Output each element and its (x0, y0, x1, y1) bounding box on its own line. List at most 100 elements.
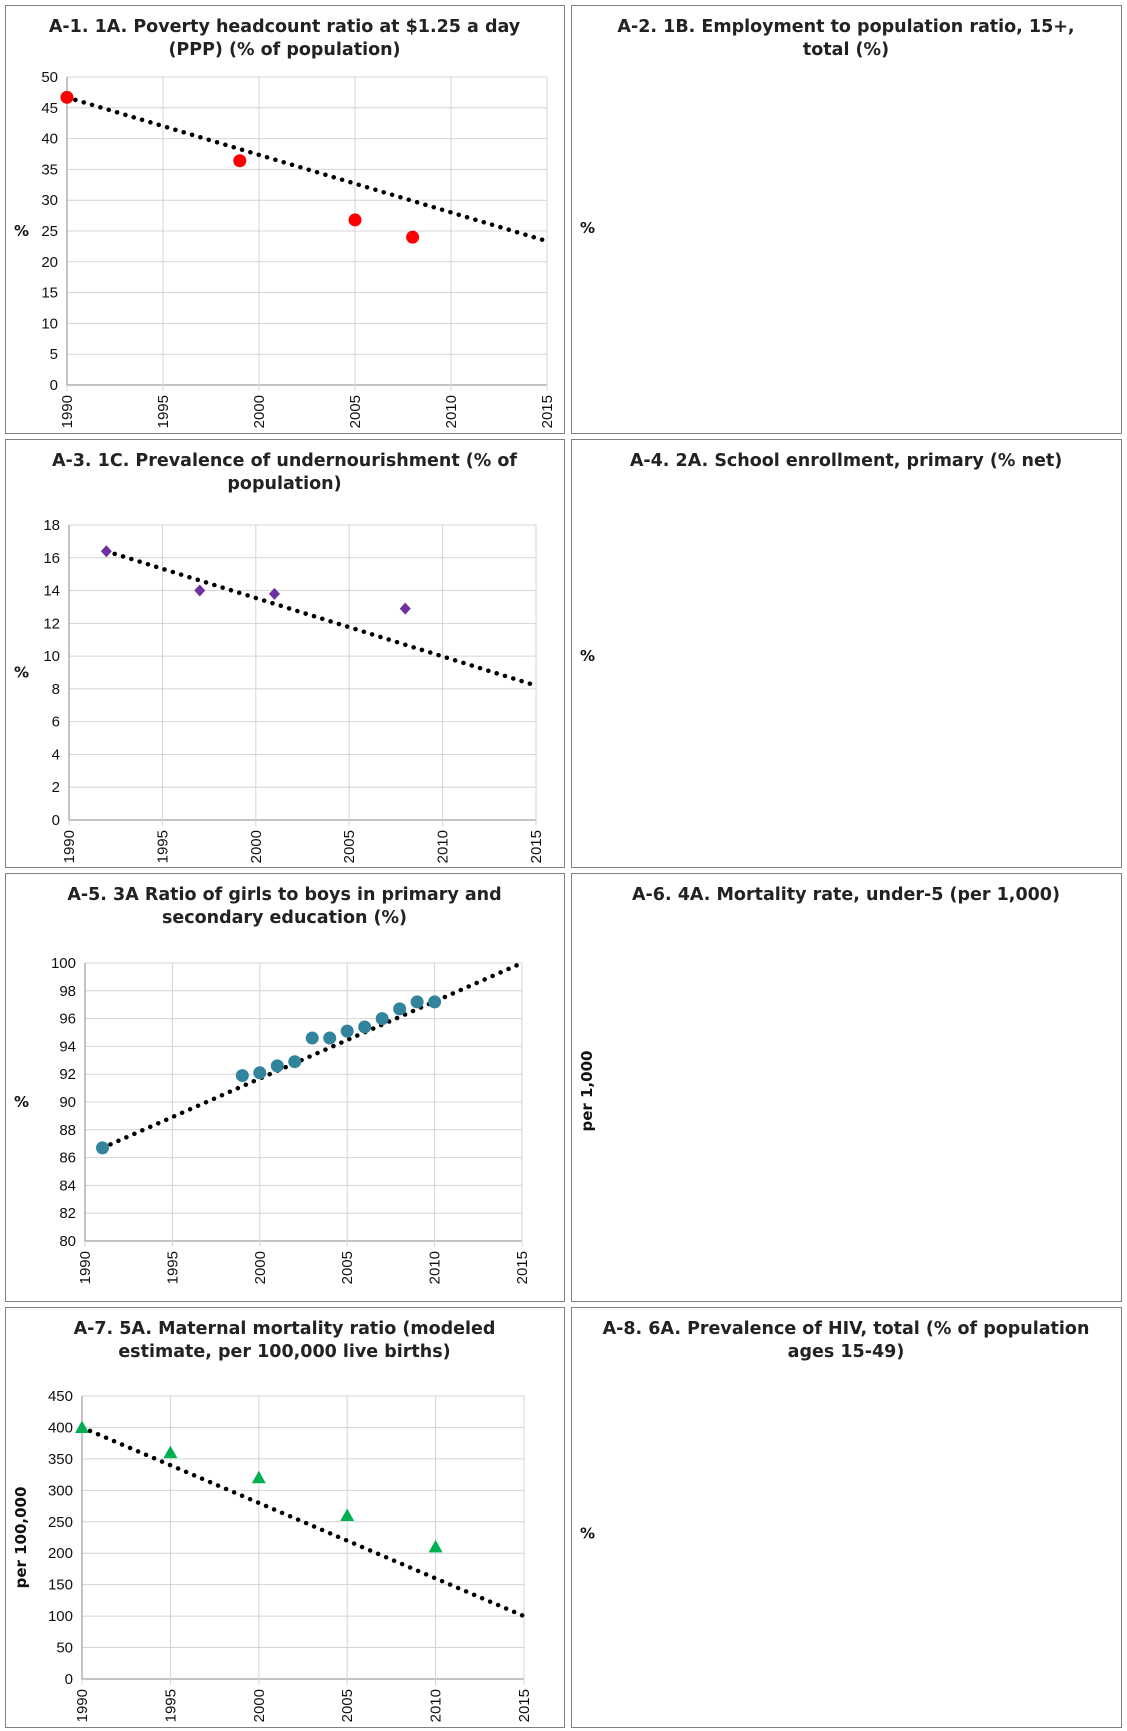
y-axis-label: per 100,000 (12, 1487, 30, 1589)
y-tick-label: 90 (59, 1094, 76, 1111)
data-point (100, 545, 112, 558)
chart-panel-a-4: A-4. 2A. School enrollment, primary (% n… (571, 439, 1122, 868)
chart-panel-a-8: A-8. 6A. Prevalence of HIV, total (% of … (571, 1307, 1122, 1728)
x-tick-label: 2015 (539, 395, 556, 428)
y-tick-label: 100 (51, 955, 76, 972)
x-tick-label: 2015 (516, 1689, 533, 1722)
y-tick-label: 30 (41, 192, 58, 209)
x-tick-label: 1990 (59, 395, 76, 428)
chart-title-line: A-3. 1C. Prevalence of undernourishment … (52, 451, 517, 471)
data-point (348, 213, 362, 227)
y-tick-label: 94 (59, 1038, 76, 1055)
y-tick-label: 300 (48, 1482, 73, 1499)
target-trend-line (79, 1425, 527, 1619)
data-point (253, 1066, 267, 1080)
y-tick-label: 10 (43, 648, 60, 665)
y-tick-label: 16 (43, 550, 60, 567)
chart-title-line: A-4. 2A. School enrollment, primary (% n… (630, 451, 1062, 471)
chart-title-line: A-6. 4A. Mortality rate, under-5 (per 1,… (632, 885, 1060, 905)
y-tick-label: 45 (41, 100, 58, 117)
x-tick-label: 1995 (164, 1251, 181, 1284)
y-tick-label: 92 (59, 1066, 76, 1083)
chart-title-line: A-1. 1A. Poverty headcount ratio at $1.2… (49, 17, 521, 37)
data-point (233, 154, 247, 168)
y-tick-label: 96 (59, 1011, 76, 1028)
chart-panel-a-1: A-1. 1A. Poverty headcount ratio at $1.2… (5, 5, 565, 434)
chart-svg: A-7. 5A. Maternal mortality ratio (model… (12, 1319, 533, 1722)
data-point (410, 995, 424, 1009)
chart-svg: A-2. 1B. Employment to population ratio,… (580, 17, 1075, 237)
chart-panel-a-3: A-3. 1C. Prevalence of undernourishment … (5, 439, 565, 868)
data-point (235, 1069, 249, 1083)
y-tick-label: 88 (59, 1122, 76, 1139)
data-point (428, 995, 442, 1009)
y-tick-label: 450 (48, 1388, 73, 1405)
y-tick-label: 35 (41, 161, 58, 178)
chart-panel-a-7: A-7. 5A. Maternal mortality ratio (model… (5, 1307, 565, 1728)
y-tick-label: 150 (48, 1577, 73, 1594)
x-tick-label: 2010 (443, 395, 460, 428)
y-axis-label: % (580, 1525, 595, 1543)
x-tick-label: 2005 (339, 1689, 356, 1722)
chart-title-line: estimate, per 100,000 live births) (118, 1342, 450, 1362)
x-tick-label: 1995 (162, 1689, 179, 1722)
y-tick-label: 80 (59, 1233, 76, 1250)
x-tick-label: 1995 (155, 395, 172, 428)
chart-title-line: A-2. 1B. Employment to population ratio,… (617, 17, 1074, 37)
y-tick-label: 40 (41, 131, 58, 148)
y-tick-label: 82 (59, 1205, 76, 1222)
data-point (251, 1470, 266, 1484)
y-tick-label: 0 (50, 377, 58, 394)
chart-svg: A-5. 3A Ratio of girls to boys in primar… (14, 885, 531, 1284)
y-tick-label: 15 (41, 285, 58, 302)
data-point (268, 587, 280, 600)
x-tick-label: 2005 (341, 830, 358, 863)
y-tick-label: 0 (52, 812, 60, 829)
y-tick-label: 25 (41, 223, 58, 240)
x-tick-label: 2005 (339, 1251, 356, 1284)
y-tick-label: 18 (43, 517, 60, 534)
x-tick-label: 1990 (77, 1251, 94, 1284)
y-tick-label: 400 (48, 1419, 73, 1436)
y-tick-label: 50 (56, 1640, 73, 1657)
data-point (323, 1031, 337, 1045)
y-tick-label: 14 (43, 583, 60, 600)
y-axis-label: % (580, 647, 595, 665)
y-tick-label: 6 (52, 714, 60, 731)
chart-svg: A-1. 1A. Poverty headcount ratio at $1.2… (14, 17, 556, 428)
chart-panel-a-5: A-5. 3A Ratio of girls to boys in primar… (5, 873, 565, 1302)
x-tick-label: 2000 (251, 1689, 268, 1722)
data-point (305, 1031, 319, 1045)
chart-title-line: A-5. 3A Ratio of girls to boys in primar… (67, 885, 501, 905)
y-tick-label: 10 (41, 315, 58, 332)
data-point (406, 230, 420, 244)
chart-title-line: population) (227, 474, 341, 494)
data-point (270, 1059, 284, 1073)
y-axis-label: % (14, 664, 29, 682)
y-tick-label: 98 (59, 983, 76, 1000)
chart-svg: A-4. 2A. School enrollment, primary (% n… (580, 451, 1062, 665)
target-trend-line (100, 960, 525, 1151)
y-tick-label: 2 (52, 779, 60, 796)
x-tick-label: 2010 (428, 1689, 445, 1722)
data-point (288, 1055, 302, 1069)
chart-svg: A-6. 4A. Mortality rate, under-5 (per 1,… (578, 885, 1060, 1132)
y-axis-label: per 1,000 (578, 1051, 596, 1132)
y-tick-label: 100 (48, 1608, 73, 1625)
x-tick-label: 1990 (61, 830, 78, 863)
y-tick-label: 12 (43, 615, 60, 632)
chart-svg: A-3. 1C. Prevalence of undernourishment … (14, 451, 545, 863)
y-tick-label: 4 (52, 746, 60, 763)
y-tick-label: 86 (59, 1150, 76, 1167)
data-point (340, 1508, 355, 1521)
x-tick-label: 2010 (427, 1251, 444, 1284)
data-point (428, 1539, 443, 1553)
chart-title-line: secondary education (%) (162, 908, 407, 928)
y-tick-label: 0 (65, 1671, 73, 1688)
y-tick-label: 50 (41, 69, 58, 86)
chart-title-line: A-8. 6A. Prevalence of HIV, total (% of … (603, 1319, 1090, 1339)
chart-svg: A-8. 6A. Prevalence of HIV, total (% of … (580, 1319, 1090, 1543)
y-tick-label: 250 (48, 1514, 73, 1531)
y-tick-label: 200 (48, 1545, 73, 1562)
chart-title-line: ages 15-49) (788, 1342, 905, 1362)
